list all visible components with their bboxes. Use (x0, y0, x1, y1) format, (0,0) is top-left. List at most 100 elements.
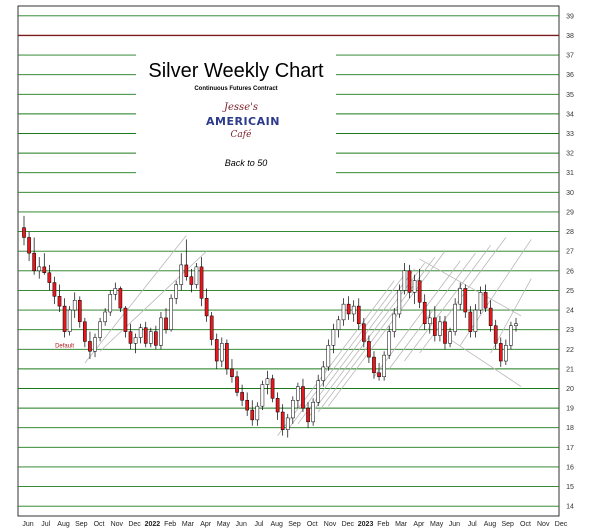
candle (483, 284, 488, 312)
candle-body (412, 280, 417, 293)
candle (468, 306, 473, 338)
channel-line (99, 250, 207, 352)
candle (448, 327, 452, 348)
candle (438, 315, 442, 342)
candle (133, 333, 138, 354)
candle (392, 308, 397, 338)
candle-body (209, 315, 214, 340)
candle (412, 274, 417, 305)
candle-body (448, 331, 452, 344)
candle (67, 306, 72, 336)
candle-body (265, 378, 270, 385)
candle-body (351, 305, 356, 315)
y-axis: 14 15 16 17 18 19 20 21 22 23 24 25 26 27 28 29 30 31 32 33… (566, 13, 574, 510)
candle-body (108, 294, 113, 313)
candle-body (473, 309, 478, 332)
candle-body (255, 405, 260, 421)
candle (37, 257, 42, 279)
candle-body (128, 331, 133, 344)
x-tick-label: Jul (41, 521, 50, 528)
y-tick-label: 36 (566, 72, 574, 79)
channel-line (287, 274, 405, 430)
candle (427, 310, 432, 334)
candle (77, 296, 82, 328)
y-tick-label: 31 (566, 170, 574, 177)
title-panel: Silver Weekly Chart Continuous Futures C… (136, 52, 336, 182)
candle-body (199, 266, 204, 299)
candle-body (453, 303, 457, 332)
candle-body (321, 366, 326, 381)
candle-body (179, 264, 184, 285)
candle-body (427, 317, 432, 325)
candle-body (88, 341, 92, 352)
candle (72, 292, 77, 318)
candle (296, 382, 300, 409)
candle-body (326, 345, 331, 368)
candle-body (270, 378, 275, 399)
logo-line-1: Jesse's (224, 102, 258, 113)
candle (169, 294, 173, 332)
x-tick-label: Sep (75, 521, 88, 528)
candle-body (483, 292, 488, 309)
candle (493, 319, 498, 350)
candle-body (504, 345, 508, 362)
candle (372, 351, 376, 379)
candle (255, 402, 260, 426)
y-tick-label: 33 (566, 131, 574, 138)
candle-body (367, 341, 371, 358)
candle (377, 363, 381, 381)
candle-body (174, 284, 178, 299)
y-tick-label: 29 (566, 209, 574, 216)
candle-body (443, 321, 447, 344)
x-tick-label: Aug (57, 521, 70, 528)
candle-body (498, 343, 503, 362)
candle-body (478, 292, 483, 311)
y-tick-label: 23 (566, 327, 574, 334)
candle-body (225, 343, 229, 370)
y-tick-label: 15 (566, 484, 574, 491)
candle-body (280, 411, 285, 430)
candle-body (143, 327, 148, 344)
x-tick-label: Dec (555, 521, 568, 528)
logo-line-2: AMERICAIN (206, 115, 280, 128)
candle (422, 294, 427, 330)
x-tick-label: Mar (395, 521, 408, 528)
candle-body (463, 288, 468, 313)
candle-body (509, 325, 513, 346)
candle-body (331, 329, 336, 346)
y-tick-label: 39 (566, 13, 574, 20)
candle-body (458, 288, 463, 305)
candle (123, 306, 128, 338)
candle-body (133, 337, 138, 344)
candle-body (98, 321, 102, 338)
candle (240, 384, 244, 407)
y-tick-label: 20 (566, 386, 574, 393)
x-tick-label: Nov (324, 521, 337, 528)
trend-channels (84, 235, 532, 436)
candle (184, 239, 189, 281)
candle (509, 321, 513, 350)
candle (367, 335, 371, 363)
candle (356, 298, 361, 330)
candle-body (417, 280, 422, 303)
candle (93, 333, 97, 358)
candle-body (32, 252, 36, 272)
candle (453, 298, 457, 336)
candle (433, 306, 437, 342)
candle-body (62, 305, 67, 332)
candle-body (77, 299, 82, 323)
candle (194, 262, 199, 289)
candle-body (291, 400, 295, 419)
y-tick-label: 28 (566, 229, 574, 236)
candle-body (154, 331, 158, 346)
x-tick-label: Dec (128, 521, 141, 528)
x-tick-label: May (217, 521, 231, 528)
candle-body (159, 317, 163, 346)
y-tick-label: 34 (566, 111, 574, 118)
y-tick-label: 18 (566, 425, 574, 432)
x-tick-label: Feb (377, 521, 389, 528)
candle (397, 284, 402, 318)
candle (148, 327, 153, 348)
x-tick-label: Jul (468, 521, 477, 528)
candle-body (103, 311, 107, 323)
